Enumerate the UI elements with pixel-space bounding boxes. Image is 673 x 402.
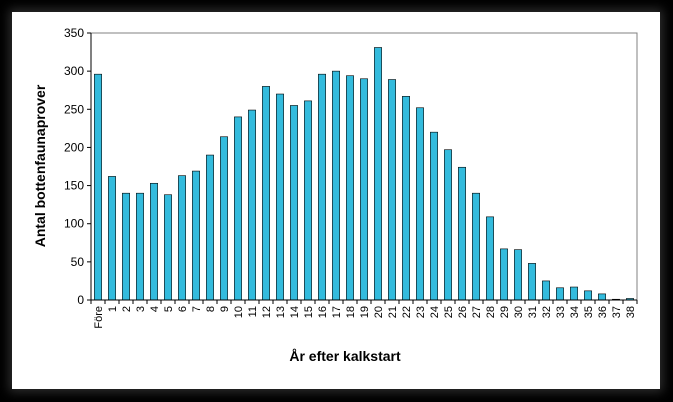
bar-Före — [94, 73, 102, 301]
bar-29 — [500, 248, 508, 301]
bar-26 — [458, 166, 466, 301]
x-tick-label: 37 — [611, 306, 623, 318]
x-tick-label: 11 — [247, 306, 259, 317]
bar-23 — [416, 107, 424, 301]
y-tick-label: 0 — [77, 293, 84, 307]
bar-8 — [206, 154, 214, 301]
bar-2 — [122, 192, 130, 301]
bar-31 — [528, 263, 536, 301]
x-tick-label: 8 — [205, 306, 217, 312]
bar-22 — [402, 96, 410, 301]
x-tick-label: 18 — [345, 306, 357, 318]
y-tick-label: 200 — [64, 140, 84, 154]
x-tick-label: 17 — [331, 306, 343, 318]
y-tick-label: 150 — [64, 179, 84, 193]
x-tick-label: Före — [93, 306, 105, 329]
bar-4 — [150, 182, 158, 301]
x-tick-label: 3 — [135, 306, 147, 312]
y-tick-label: 250 — [64, 102, 84, 116]
x-tick-label: 36 — [597, 306, 609, 318]
x-tick-label: 19 — [359, 306, 371, 318]
x-tick-label: 23 — [415, 306, 427, 318]
x-tick-label: 33 — [555, 306, 567, 318]
x-tick-label: 10 — [233, 306, 245, 318]
x-tick-label: 28 — [485, 306, 497, 318]
y-tick-label: 50 — [71, 255, 85, 269]
bar-12 — [262, 86, 270, 301]
bar-10 — [234, 116, 242, 301]
x-tick-label: 12 — [261, 306, 273, 318]
bar-34 — [570, 286, 578, 301]
x-tick-label: 2 — [121, 306, 133, 312]
x-tick-label: 32 — [541, 306, 553, 318]
bar-32 — [542, 280, 550, 301]
bar-17 — [332, 70, 340, 301]
bar-18 — [346, 75, 354, 301]
bar-9 — [220, 136, 228, 301]
bar-13 — [276, 93, 284, 301]
bar-25 — [444, 149, 452, 301]
x-tick-label: 22 — [401, 306, 413, 318]
bar-1 — [108, 176, 116, 301]
bar-3 — [136, 192, 144, 301]
bar-21 — [388, 79, 396, 301]
x-tick-label: 13 — [275, 306, 287, 318]
x-tick-label: 7 — [191, 306, 203, 312]
bar-11 — [248, 109, 256, 301]
bar-5 — [164, 194, 172, 301]
bar-24 — [430, 131, 438, 301]
x-tick-label: 29 — [499, 306, 511, 318]
x-tick-label: 34 — [569, 306, 581, 318]
x-tick-label: 16 — [317, 306, 329, 318]
bar-16 — [318, 73, 326, 301]
y-tick-label: 350 — [64, 26, 84, 40]
bar-7 — [192, 170, 200, 301]
y-axis-title: Antal bottenfaunaprover — [32, 84, 48, 247]
x-tick-label: 14 — [289, 306, 301, 318]
bar-14 — [290, 105, 298, 301]
x-tick-label: 35 — [583, 306, 595, 318]
x-tick-label: 38 — [625, 306, 637, 318]
x-tick-label: 30 — [513, 306, 525, 318]
bar-28 — [486, 216, 494, 301]
x-tick-label: 26 — [457, 306, 469, 318]
x-axis-title: År efter kalkstart — [289, 348, 401, 364]
bar-35 — [584, 290, 592, 301]
bar-19 — [360, 78, 368, 301]
x-tick-label: 15 — [303, 306, 315, 318]
bar-30 — [514, 249, 522, 301]
bar-27 — [472, 192, 480, 301]
y-tick-label: 300 — [64, 64, 84, 78]
x-tick-label: 5 — [163, 306, 175, 312]
x-tick-label: 4 — [149, 306, 161, 312]
x-tick-label: 24 — [429, 306, 441, 318]
bar-36 — [598, 293, 606, 301]
bar-33 — [556, 287, 564, 301]
x-tick-label: 9 — [219, 306, 231, 312]
bar-15 — [304, 100, 312, 301]
x-tick-label: 27 — [471, 306, 483, 318]
x-tick-label: 25 — [443, 306, 455, 318]
bar-6 — [178, 175, 186, 301]
x-tick-label: 21 — [387, 306, 399, 318]
x-tick-label: 31 — [527, 306, 539, 318]
x-tick-label: 6 — [177, 306, 189, 312]
chart-frame: 0 50 100 150 200 250 300 350 Före 1 2 3 4 5 6 7 8 9 10 11 1… — [12, 12, 660, 389]
x-tick-label: 20 — [373, 306, 385, 318]
bar-20 — [374, 47, 382, 301]
y-tick-label: 100 — [64, 217, 84, 231]
x-tick-label: 1 — [107, 306, 119, 312]
